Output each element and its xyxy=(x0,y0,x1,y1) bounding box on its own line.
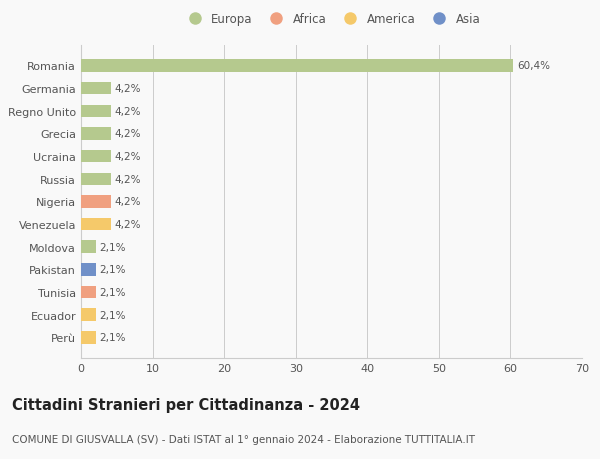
Bar xyxy=(81,83,111,95)
Text: 2,1%: 2,1% xyxy=(100,287,126,297)
Bar xyxy=(81,241,96,253)
Bar xyxy=(81,151,111,163)
Bar xyxy=(81,309,96,321)
Legend: Europa, Africa, America, Asia: Europa, Africa, America, Asia xyxy=(178,8,485,30)
Text: 60,4%: 60,4% xyxy=(517,62,550,71)
Text: 4,2%: 4,2% xyxy=(115,219,141,230)
Text: 2,1%: 2,1% xyxy=(100,333,126,342)
Text: 2,1%: 2,1% xyxy=(100,265,126,275)
Bar xyxy=(81,60,513,73)
Text: 4,2%: 4,2% xyxy=(115,197,141,207)
Bar xyxy=(81,286,96,299)
Text: 4,2%: 4,2% xyxy=(115,84,141,94)
Text: 2,1%: 2,1% xyxy=(100,242,126,252)
Text: 4,2%: 4,2% xyxy=(115,174,141,185)
Bar xyxy=(81,105,111,118)
Bar xyxy=(81,128,111,140)
Bar xyxy=(81,196,111,208)
Bar xyxy=(81,263,96,276)
Text: 2,1%: 2,1% xyxy=(100,310,126,320)
Text: 4,2%: 4,2% xyxy=(115,129,141,139)
Text: 4,2%: 4,2% xyxy=(115,152,141,162)
Text: COMUNE DI GIUSVALLA (SV) - Dati ISTAT al 1° gennaio 2024 - Elaborazione TUTTITAL: COMUNE DI GIUSVALLA (SV) - Dati ISTAT al… xyxy=(12,434,475,444)
Bar xyxy=(81,218,111,231)
Bar xyxy=(81,331,96,344)
Text: 4,2%: 4,2% xyxy=(115,106,141,117)
Text: Cittadini Stranieri per Cittadinanza - 2024: Cittadini Stranieri per Cittadinanza - 2… xyxy=(12,397,360,412)
Bar xyxy=(81,173,111,185)
